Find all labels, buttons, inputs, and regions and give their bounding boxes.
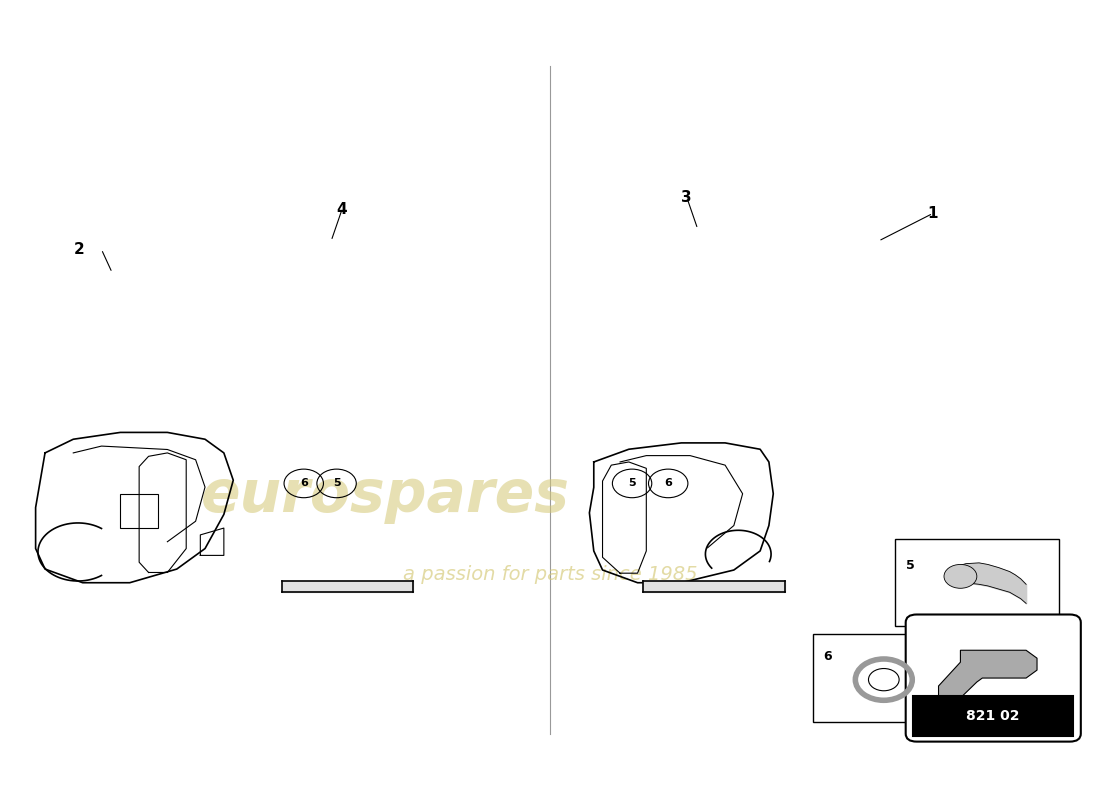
Text: 5: 5 [628,478,636,489]
Text: eurospares: eurospares [201,467,570,524]
Text: 6: 6 [300,478,308,489]
FancyBboxPatch shape [894,539,1059,626]
Circle shape [944,565,977,588]
Text: a passion for parts since 1985: a passion for parts since 1985 [403,566,697,584]
Text: 6: 6 [664,478,672,489]
Text: 821 02: 821 02 [967,709,1020,723]
Text: 2: 2 [74,242,85,257]
FancyBboxPatch shape [913,695,1074,736]
FancyBboxPatch shape [813,634,922,722]
Text: 1: 1 [927,206,938,221]
FancyBboxPatch shape [905,614,1081,742]
Text: 5: 5 [905,559,914,572]
Circle shape [869,669,899,690]
Text: 4: 4 [337,202,348,217]
Text: 5: 5 [333,478,340,489]
Text: 3: 3 [682,190,692,205]
Text: 6: 6 [824,650,833,663]
Polygon shape [938,650,1037,706]
